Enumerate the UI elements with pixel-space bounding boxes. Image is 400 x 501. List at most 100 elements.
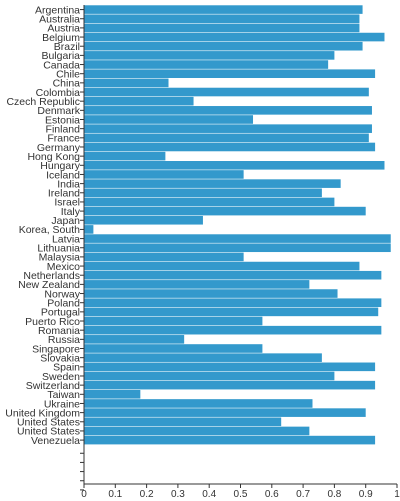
category-label: Taiwan (47, 389, 80, 401)
x-tick-label: 0.1 (108, 489, 122, 500)
bar (84, 96, 194, 106)
bar (84, 78, 169, 88)
bar (84, 280, 310, 289)
category-label: Singapore (32, 343, 80, 355)
bar (84, 408, 366, 417)
category-label: Hungary (40, 160, 80, 172)
bar (84, 371, 335, 381)
bar (84, 325, 382, 335)
bar (84, 380, 376, 390)
category-label: Poland (47, 298, 80, 310)
bar (84, 87, 369, 97)
bar (84, 344, 263, 353)
category-label: United States (17, 417, 80, 429)
y-axis: ArgentinaAustraliaAustriaBelgiumBrazilBu… (5, 4, 85, 491)
bar (84, 197, 335, 207)
bar (84, 51, 335, 60)
x-tick-label: 0.8 (327, 489, 341, 500)
x-tick-label: 0.4 (202, 489, 216, 500)
bar (84, 335, 185, 344)
category-label: Estonia (45, 114, 80, 126)
bar (84, 243, 391, 253)
bar (84, 5, 363, 14)
category-label: Mexico (47, 261, 80, 273)
category-label: Ukraine (44, 398, 80, 410)
bar (84, 179, 341, 188)
category-label: Germany (37, 142, 81, 154)
category-label: Hong Kong (27, 151, 80, 163)
category-label: Spain (53, 362, 80, 374)
x-tick-label: 0.6 (265, 489, 279, 500)
category-label: Canada (43, 59, 80, 71)
category-label: Venezuela (31, 435, 80, 447)
category-label: Sweden (42, 371, 80, 383)
bar (84, 69, 376, 78)
category-label: Puerto Rico (25, 316, 80, 328)
bar (84, 289, 338, 298)
bar (84, 435, 376, 445)
category-label: Australia (39, 14, 80, 26)
x-tick-label: 0 (81, 489, 87, 500)
category-label: Czech Republic (6, 96, 80, 108)
bar (84, 215, 203, 225)
category-label: Korea, South (19, 224, 80, 236)
bar (84, 270, 382, 280)
bar (84, 234, 391, 243)
category-label: France (47, 133, 80, 145)
category-label: United Kingdom (5, 407, 80, 419)
category-label: Romania (38, 325, 80, 337)
category-label: Iceland (46, 169, 80, 181)
bar (84, 307, 379, 317)
category-label: Russia (48, 334, 80, 346)
bar (84, 161, 385, 170)
bar (84, 206, 366, 216)
bar (84, 14, 360, 24)
category-label: Slovakia (40, 352, 80, 364)
category-label: Latvia (52, 233, 80, 245)
category-label: Netherlands (23, 270, 80, 282)
bar (84, 124, 372, 133)
bar (84, 390, 141, 399)
bar (84, 41, 363, 51)
category-label: China (53, 78, 81, 90)
bar (84, 151, 166, 161)
category-label: Italy (61, 206, 81, 218)
category-label: India (57, 178, 80, 190)
category-label: Denmark (37, 105, 80, 117)
category-label: New Zealand (18, 279, 80, 291)
bar (84, 23, 360, 33)
category-label: Norway (44, 288, 80, 300)
category-label: Argentina (35, 4, 80, 16)
category-label: Colombia (36, 87, 81, 99)
bar (84, 426, 310, 436)
x-tick-label: 0.3 (171, 489, 185, 500)
category-label: Brazil (54, 41, 80, 53)
bar (84, 261, 360, 271)
bar (84, 399, 313, 408)
category-label: United States (17, 426, 80, 438)
bar (84, 225, 94, 234)
category-label: Japan (51, 215, 80, 227)
bars-group (84, 5, 391, 445)
category-label: Lithuania (37, 243, 80, 255)
bar (84, 316, 263, 326)
category-label: Malaysia (39, 252, 81, 264)
x-tick-label: 0.5 (234, 489, 248, 500)
category-label: Israel (54, 197, 80, 209)
bar (84, 353, 322, 362)
bar (84, 298, 382, 307)
bar (84, 188, 322, 198)
category-label: Portugal (41, 307, 80, 319)
category-label: Finland (46, 123, 81, 135)
category-label: Belgium (42, 32, 80, 44)
x-tick-label: 1 (394, 489, 400, 500)
bar (84, 115, 254, 124)
category-label: Switzerland (26, 380, 80, 392)
category-label: Ireland (48, 188, 80, 200)
x-tick-label: 0.2 (140, 489, 154, 500)
bar (84, 170, 244, 179)
bar (84, 252, 244, 262)
bar (84, 60, 329, 69)
bar (84, 32, 385, 42)
